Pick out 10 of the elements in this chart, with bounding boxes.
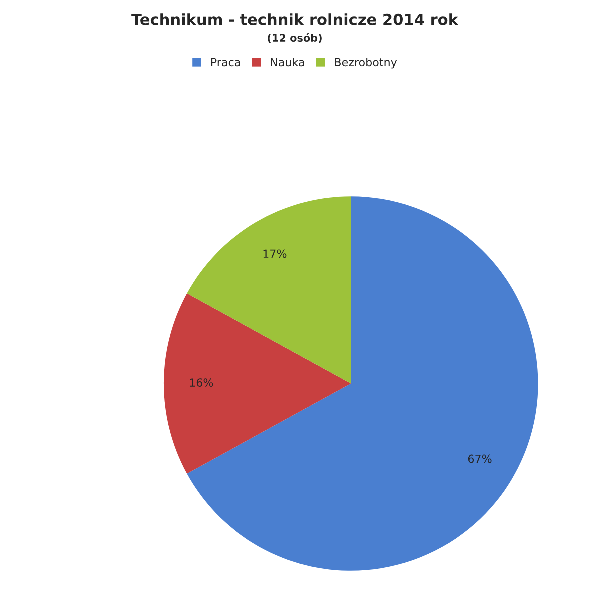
chart-subtitle: (12 osób) xyxy=(268,34,322,44)
legend-label: Praca xyxy=(211,58,240,67)
data-label: 67% xyxy=(468,454,492,464)
data-label: 17% xyxy=(264,250,287,258)
legend-label: Nauka xyxy=(271,58,304,67)
legend-label: Bezrobotny xyxy=(335,58,398,69)
chart-title: Technikum - technik rolnicze 2014 rok xyxy=(132,14,459,26)
data-label: 16% xyxy=(190,378,214,387)
pie-slice xyxy=(187,196,538,571)
pie-slice xyxy=(164,294,352,474)
